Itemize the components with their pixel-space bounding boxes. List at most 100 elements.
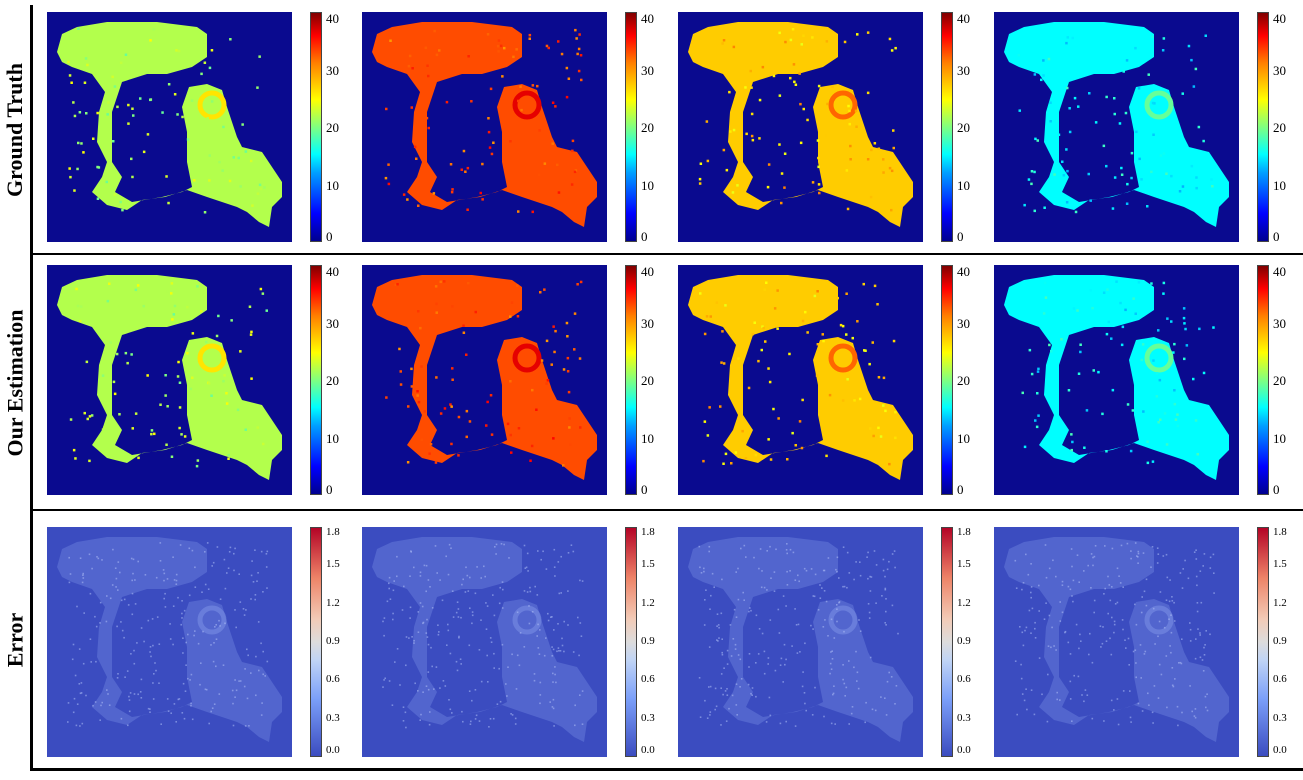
texture-speck — [1170, 320, 1173, 323]
texture-speck — [1089, 199, 1092, 202]
texture-speck — [804, 702, 806, 705]
texture-speck — [1113, 112, 1116, 116]
texture-speck — [1104, 587, 1106, 590]
texture-speck — [740, 678, 743, 680]
texture-speck — [552, 698, 555, 701]
texture-speck — [116, 677, 119, 679]
texture-speck — [72, 711, 75, 714]
texture-speck — [241, 123, 244, 126]
texture-speck — [181, 115, 184, 119]
texture-speck — [578, 357, 582, 360]
colorbar-tick-label: 0.3 — [957, 711, 971, 724]
texture-speck — [845, 686, 848, 689]
texture-speck — [83, 81, 87, 84]
texture-speck — [203, 61, 207, 64]
texture-speck — [1049, 101, 1052, 104]
texture-speck — [822, 339, 825, 343]
texture-speck — [204, 551, 206, 553]
map-panel: 40 30 20 10 0 — [678, 12, 978, 243]
texture-speck — [80, 692, 83, 694]
texture-speck — [437, 633, 440, 636]
texture-speck — [1087, 172, 1090, 176]
texture-speck — [159, 560, 162, 562]
texture-speck — [74, 674, 77, 677]
texture-speck — [422, 691, 424, 693]
texture-speck — [439, 412, 443, 415]
texture-speck — [79, 557, 82, 559]
texture-speck — [1131, 409, 1135, 412]
texture-speck — [1051, 626, 1053, 629]
texture-speck — [1061, 580, 1064, 583]
texture-speck — [1038, 584, 1040, 587]
texture-speck — [853, 578, 855, 581]
texture-speck — [1125, 202, 1129, 205]
texture-speck — [85, 694, 87, 697]
texture-speck — [80, 142, 83, 145]
texture-speck — [508, 557, 510, 559]
texture-speck — [1194, 708, 1197, 710]
texture-speck — [763, 288, 766, 291]
texture-speck — [571, 149, 574, 153]
texture-speck — [856, 320, 859, 323]
texture-speck — [484, 575, 486, 578]
texture-speck — [1178, 190, 1182, 193]
texture-speck — [1170, 174, 1173, 178]
texture-speck — [866, 31, 870, 34]
texture-speck — [1106, 288, 1109, 291]
texture-speck — [82, 572, 84, 575]
texture-speck — [263, 186, 266, 189]
texture-speck — [116, 625, 118, 628]
texture-speck — [132, 572, 134, 575]
texture-speck — [799, 141, 803, 145]
texture-speck — [236, 408, 240, 412]
texture-speck — [490, 152, 494, 156]
texture-speck — [154, 662, 156, 664]
texture-speck — [1206, 693, 1208, 695]
texture-speck — [888, 560, 890, 563]
texture-speck — [108, 704, 111, 706]
texture-speck — [73, 697, 76, 700]
texture-speck — [427, 579, 430, 581]
texture-speck — [119, 61, 123, 65]
texture-speck — [100, 704, 102, 707]
texture-speck — [259, 287, 263, 291]
texture-speck — [1129, 716, 1132, 719]
texture-speck — [567, 77, 571, 80]
texture-speck — [1165, 443, 1169, 446]
texture-speck — [204, 688, 207, 691]
texture-speck — [105, 180, 108, 184]
texture-speck — [260, 550, 263, 553]
texture-speck — [1199, 656, 1202, 659]
texture-speck — [155, 576, 158, 579]
texture-speck — [805, 569, 808, 572]
texture-speck — [425, 564, 428, 567]
map-area — [994, 12, 1239, 242]
texture-speck — [451, 188, 454, 191]
texture-speck — [79, 47, 83, 51]
colorbar — [625, 265, 637, 495]
texture-speck — [124, 676, 126, 678]
texture-speck — [867, 603, 870, 605]
texture-speck — [398, 347, 401, 351]
texture-speck — [251, 204, 254, 207]
texture-speck — [1050, 646, 1052, 649]
texture-speck — [750, 609, 752, 612]
texture-speck — [755, 695, 757, 698]
bottom-frame-line — [30, 768, 1303, 771]
texture-speck — [117, 673, 119, 675]
texture-speck — [1048, 329, 1052, 332]
texture-speck — [494, 546, 496, 548]
texture-speck — [243, 614, 246, 616]
texture-speck — [480, 680, 483, 683]
texture-speck — [1174, 678, 1176, 680]
texture-speck — [557, 561, 560, 563]
texture-speck — [833, 637, 836, 639]
texture-speck — [1158, 620, 1161, 623]
texture-speck — [503, 543, 505, 546]
texture-speck — [238, 573, 240, 575]
texture-speck — [703, 420, 707, 423]
texture-speck — [235, 626, 237, 629]
texture-speck — [427, 688, 430, 691]
texture-speck — [780, 201, 783, 205]
texture-speck — [699, 716, 702, 718]
